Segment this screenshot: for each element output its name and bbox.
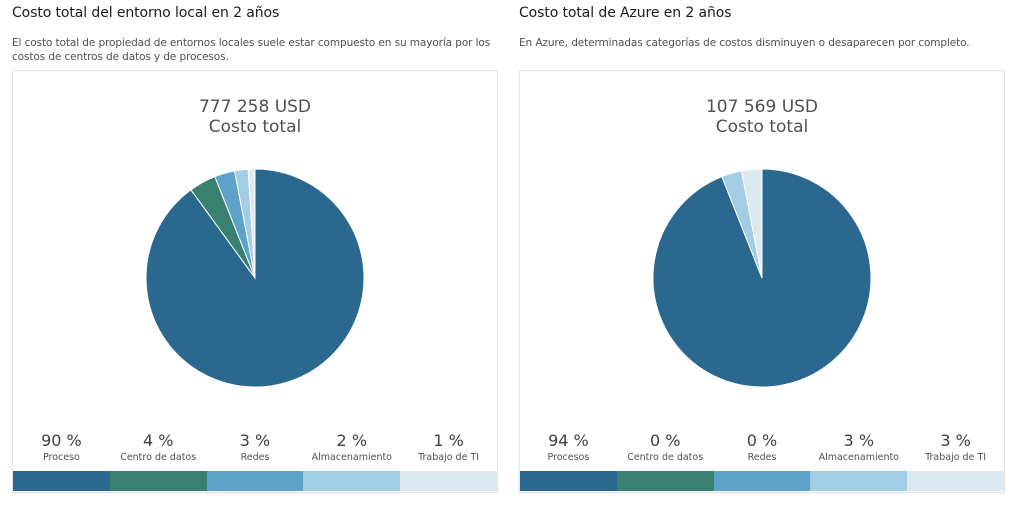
panel-title: Costo total de Azure en 2 años: [519, 5, 732, 21]
legend-color-bar: [520, 471, 1004, 491]
total-cost-label: Costo total: [715, 117, 809, 137]
pie-slice-trabajo-de-ti: [247, 168, 256, 279]
legend-percent: 94 %: [548, 431, 589, 450]
legend-swatch-almacenamiento: [303, 471, 401, 491]
legend-item: 94 % Procesos: [520, 431, 617, 464]
pie-slice-trabajo-de-ti: [740, 168, 763, 279]
legend-item: 4 % Centro de datos: [110, 431, 207, 464]
legend-item: 0 % Redes: [714, 431, 811, 464]
legend-label: Centro de datos: [120, 452, 197, 463]
total-cost: 777 258 USD: [198, 97, 312, 117]
pie-chart: [652, 168, 872, 388]
legend-swatch-proceso: [13, 471, 110, 491]
legend-label: Proceso: [42, 452, 80, 463]
legend-swatch-procesos: [520, 471, 617, 491]
legend-percent: 1 %: [433, 431, 464, 450]
legend-label: Centro de datos: [627, 452, 704, 463]
legend-percent: 0 %: [746, 431, 778, 450]
legend-item: 2 % Almacenamiento: [303, 431, 400, 464]
panel-description: En Azure, determinadas categorías de cos…: [519, 37, 970, 49]
legend-swatch-redes: [206, 471, 304, 491]
panel-description: El costo total de propiedad de entornos …: [12, 37, 491, 63]
pie-chart: [145, 168, 365, 388]
legend: 90 % Proceso 4 % Centro de datos 3 % Red…: [13, 431, 497, 464]
legend-percent: 2 %: [336, 431, 368, 450]
legend-swatch-almacenamiento: [810, 471, 908, 491]
legend-percent: 3 %: [940, 431, 971, 450]
total-cost: 107 569 USD: [705, 97, 819, 117]
legend-percent: 3 %: [843, 431, 875, 450]
legend-swatch-centro-de-datos: [616, 471, 714, 491]
legend-label: Redes: [747, 452, 777, 463]
legend-item: 90 % Proceso: [13, 431, 110, 464]
panel-title: Costo total del entorno local en 2 años: [12, 5, 280, 21]
legend-label: Procesos: [547, 452, 590, 463]
legend-item: 3 % Trabajo de TI: [907, 431, 1004, 464]
legend-color-bar: [13, 471, 497, 491]
legend-label: Trabajo de TI: [925, 452, 987, 463]
legend-swatch-centro-de-datos: [109, 471, 207, 491]
chart-card: 107 569 USD Costo total 94 % Procesos 0 …: [519, 70, 1005, 493]
legend-label: Almacenamiento: [818, 452, 899, 463]
legend-percent: 4 %: [142, 431, 174, 450]
legend-percent: 90 %: [41, 431, 82, 450]
legend-label: Redes: [240, 452, 270, 463]
legend-swatch-redes: [713, 471, 811, 491]
legend-item: 1 % Trabajo de TI: [400, 431, 497, 464]
legend-item: 3 % Almacenamiento: [810, 431, 907, 464]
legend-label: Trabajo de TI: [418, 452, 480, 463]
total-cost-label: Costo total: [208, 117, 302, 137]
pie-slice-proceso: [145, 168, 365, 388]
legend-swatch-trabajo-de-ti: [400, 471, 497, 491]
legend-label: Almacenamiento: [311, 452, 392, 463]
legend-percent: 3 %: [239, 431, 271, 450]
legend-item: 3 % Redes: [207, 431, 304, 464]
legend-swatch-trabajo-de-ti: [907, 471, 1004, 491]
legend-percent: 0 %: [649, 431, 681, 450]
legend: 94 % Procesos 0 % Centro de datos 0 % Re…: [520, 431, 1004, 464]
legend-item: 0 % Centro de datos: [617, 431, 714, 464]
chart-card: 777 258 USD Costo total 90 % Proceso 4 %…: [12, 70, 498, 493]
